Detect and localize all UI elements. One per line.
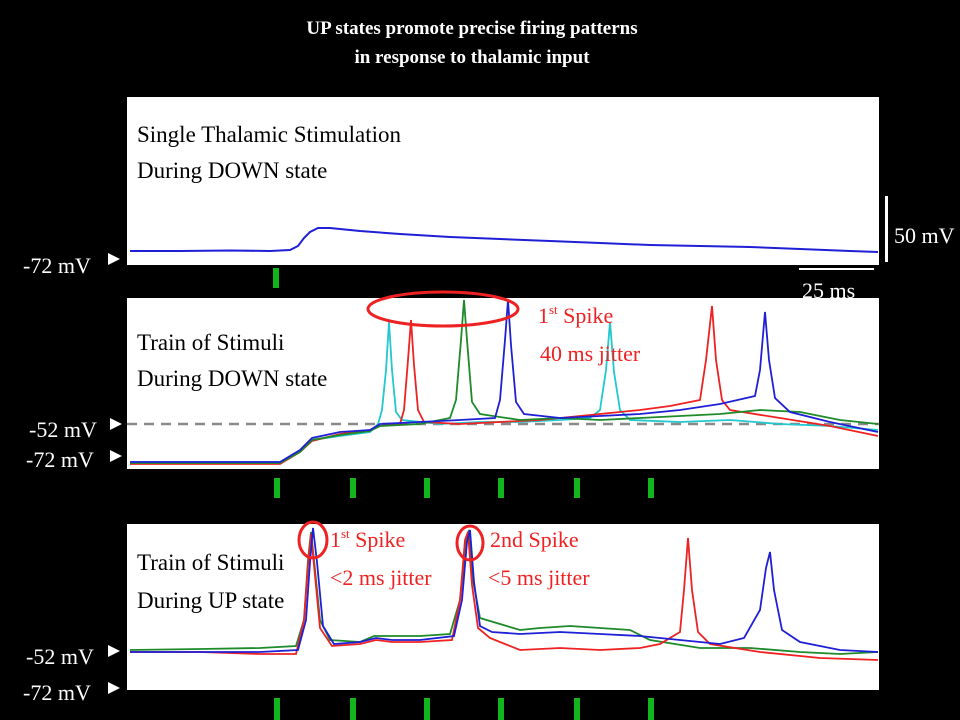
scale-bar-time bbox=[799, 268, 874, 270]
scale-bar-voltage-label: 50 mV bbox=[894, 223, 955, 248]
panel-2-background bbox=[127, 298, 879, 469]
panel-2-stimulus-2 bbox=[350, 478, 356, 498]
panel-3-voltage-marker-52: -52 mV bbox=[26, 644, 94, 669]
panel-1-voltage-marker-72: -72 mV bbox=[23, 253, 91, 278]
panel-3-label-line-2: During UP state bbox=[137, 588, 284, 613]
panel-2-stimulus-3 bbox=[424, 478, 430, 498]
panel-3-trace-red bbox=[130, 531, 879, 661]
panel-1-label-line-2: During DOWN state bbox=[137, 158, 327, 183]
panel-3-arrow-72-icon bbox=[108, 682, 120, 694]
panel-3-second-jitter-label: <5 ms jitter bbox=[488, 565, 590, 590]
panel-2-stimulus-4 bbox=[498, 478, 504, 498]
panel-3-first-jitter-label: <2 ms jitter bbox=[330, 565, 432, 590]
panel-1-label-line-1: Single Thalamic Stimulation bbox=[137, 122, 402, 147]
panel-2-voltage-marker-72: -72 mV bbox=[26, 447, 94, 472]
panel-1-background bbox=[127, 97, 879, 265]
panel-2-trace-blue bbox=[130, 299, 879, 463]
panel-2-first-spike-circle bbox=[366, 290, 520, 328]
panel-2-first-spike-label: 1st Spike bbox=[538, 302, 613, 328]
panel-3-stimulus-5 bbox=[574, 698, 580, 720]
panel-3-stimulus-markers bbox=[274, 698, 654, 720]
panel-1-arrow-72-icon bbox=[108, 253, 120, 265]
panel-3-stimulus-1 bbox=[274, 698, 280, 720]
panel-2-label-line-1: Train of Stimuli bbox=[137, 330, 284, 355]
panel-3-stimulus-4 bbox=[498, 698, 504, 720]
panel-2-trace-cyan bbox=[130, 321, 879, 463]
panel-2-stimulus-6 bbox=[648, 478, 654, 498]
panel-2-arrow-72-icon bbox=[110, 450, 122, 462]
scale-bar-voltage bbox=[885, 196, 888, 262]
panel-3-voltage-marker-72: -72 mV bbox=[23, 680, 91, 705]
panel-3-second-spike-label: 2nd Spike bbox=[490, 527, 579, 552]
panel-3-stimulus-2 bbox=[350, 698, 356, 720]
panel-3-first-spike-label: 1st Spike bbox=[330, 526, 405, 552]
panel-1-stimulus-marker bbox=[273, 268, 279, 288]
panel-3-label-line-1: Train of Stimuli bbox=[137, 550, 284, 575]
panel-3-arrow-52-icon bbox=[108, 645, 120, 657]
panel-2-trace-green bbox=[130, 299, 879, 464]
panel-2-voltage-marker-52: -52 mV bbox=[29, 417, 97, 442]
panel-3-second-spike-circle bbox=[455, 524, 485, 562]
panel-2-label-line-2: During DOWN state bbox=[137, 366, 327, 391]
panel-3-stimulus-3 bbox=[424, 698, 430, 720]
panel-2-jitter-label: 40 ms jitter bbox=[540, 341, 641, 366]
panel-1-trace-blue bbox=[130, 227, 879, 253]
panel-2-stimulus-markers bbox=[274, 478, 654, 498]
panel-3-first-spike-circle bbox=[297, 520, 329, 560]
figure-title-line-2: in response to thalamic input bbox=[354, 47, 590, 68]
panel-3-background bbox=[127, 524, 879, 690]
figure-title-line-1: UP states promote precise firing pattern… bbox=[306, 18, 638, 39]
panel-2-stimulus-5 bbox=[574, 478, 580, 498]
panel-2-stimulus-1 bbox=[274, 478, 280, 498]
panel-3-trace-blue bbox=[130, 527, 879, 653]
panel-2-arrow-52-icon bbox=[110, 418, 122, 430]
panel-3-stimulus-6 bbox=[648, 698, 654, 720]
